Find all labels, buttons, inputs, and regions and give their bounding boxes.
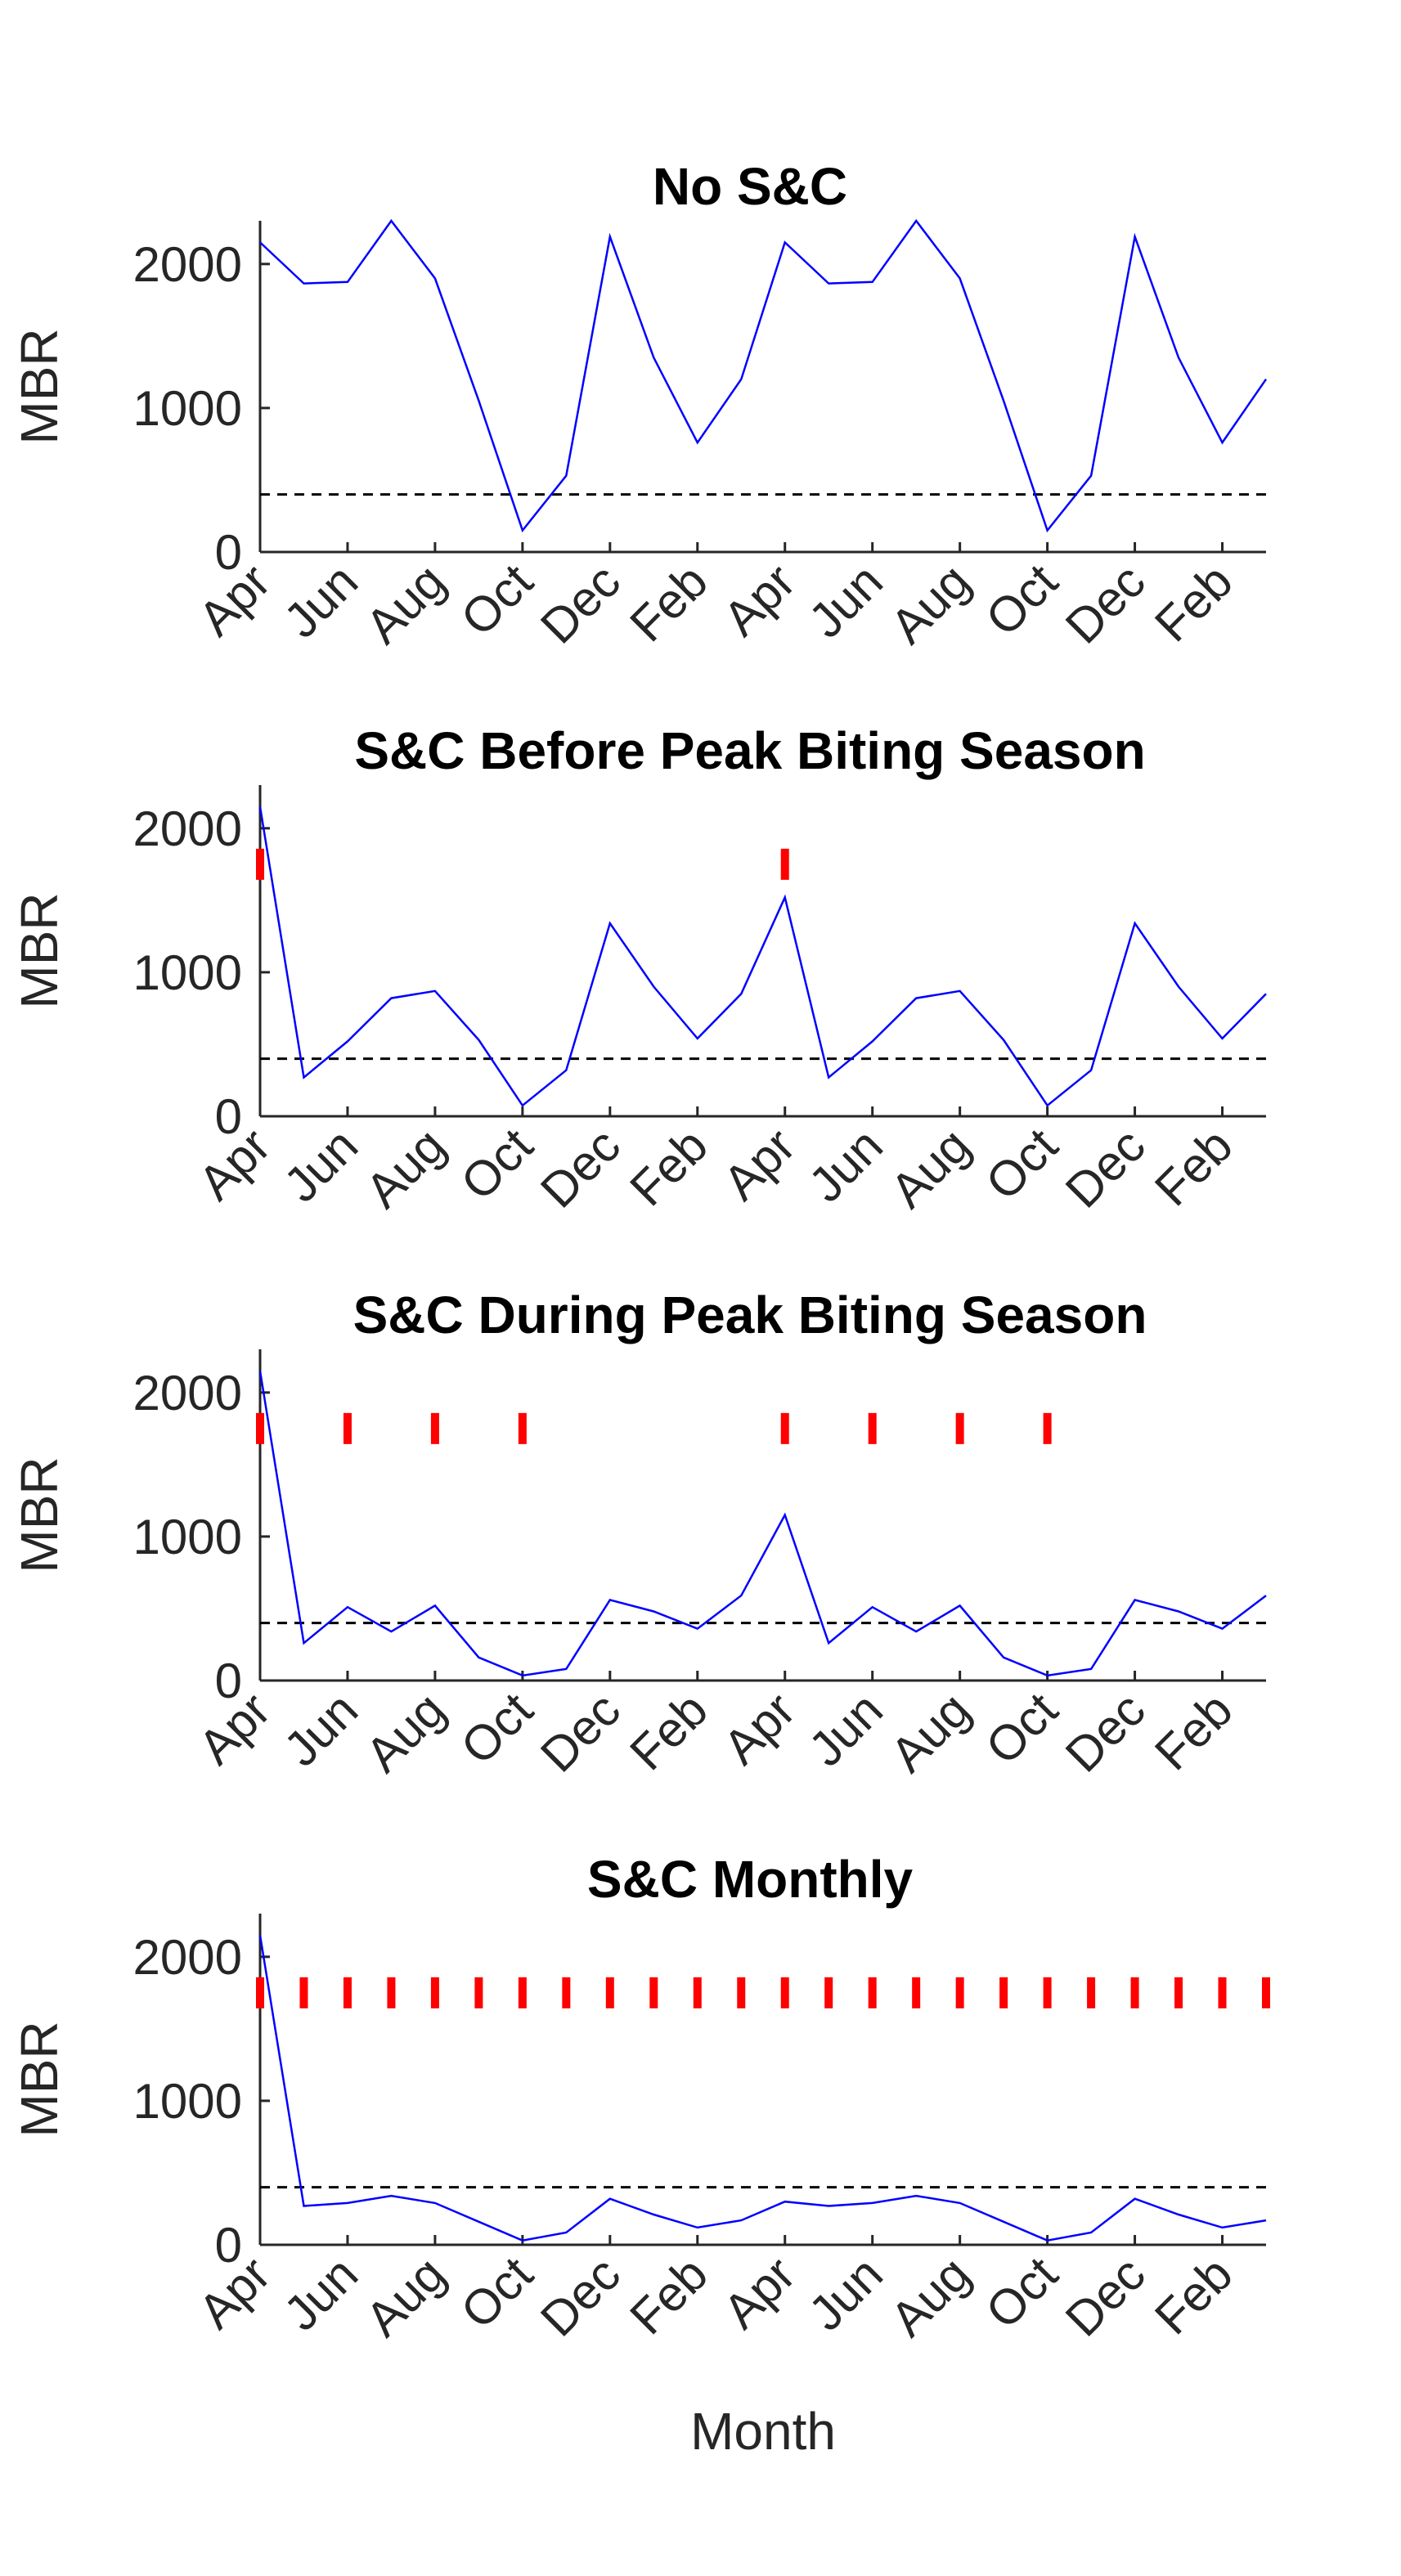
intervention-marker <box>605 1977 614 2008</box>
panel-title: S&C During Peak Biting Season <box>353 1286 1147 1344</box>
intervention-marker <box>518 1412 527 1444</box>
y-tick-label: 2000 <box>133 1930 242 1985</box>
intervention-marker <box>1043 1977 1052 2008</box>
y-tick-label: 2000 <box>133 237 242 292</box>
intervention-marker <box>1174 1977 1183 2008</box>
y-axis-label: MBR <box>10 892 69 1008</box>
panel-title: S&C Before Peak Biting Season <box>354 721 1145 780</box>
series-line <box>258 1935 1267 2242</box>
intervention-marker <box>868 1977 877 2008</box>
intervention-marker <box>256 1412 264 1444</box>
series-line <box>259 218 1268 533</box>
intervention-marker <box>693 1977 702 2008</box>
intervention-marker <box>1218 1977 1227 2008</box>
panel-title: S&C Monthly <box>587 1850 914 1909</box>
intervention-marker <box>1261 1977 1270 2008</box>
intervention-marker <box>780 1412 789 1444</box>
intervention-marker <box>912 1977 921 2008</box>
y-tick-label: 0 <box>215 2218 242 2273</box>
y-tick-label: 1000 <box>133 381 242 436</box>
intervention-marker <box>474 1977 483 2008</box>
intervention-marker <box>562 1977 571 2008</box>
y-axis-label: MBR <box>10 1456 69 1573</box>
intervention-marker <box>1087 1977 1096 2008</box>
y-tick-label: 1000 <box>133 1510 242 1564</box>
intervention-marker <box>518 1977 527 2008</box>
series-line <box>258 806 1267 1107</box>
intervention-marker <box>955 1977 964 2008</box>
intervention-marker <box>824 1977 833 2008</box>
y-tick-label: 1000 <box>133 945 242 1000</box>
y-axis-label: MBR <box>10 328 69 444</box>
intervention-marker <box>256 848 264 880</box>
y-tick-label: 0 <box>215 1654 242 1708</box>
series-line <box>258 1371 1267 1677</box>
intervention-marker <box>999 1977 1008 2008</box>
intervention-marker <box>1043 1412 1052 1444</box>
intervention-marker <box>430 1977 439 2008</box>
intervention-marker <box>780 848 789 880</box>
intervention-marker <box>780 1977 789 2008</box>
intervention-marker <box>430 1412 439 1444</box>
y-tick-label: 2000 <box>133 1366 242 1420</box>
intervention-marker <box>343 1412 352 1444</box>
intervention-marker <box>1130 1977 1139 2008</box>
y-tick-label: 1000 <box>133 2074 242 2129</box>
intervention-marker <box>343 1977 352 2008</box>
intervention-marker <box>868 1412 877 1444</box>
intervention-marker <box>737 1977 746 2008</box>
y-tick-label: 0 <box>215 525 242 580</box>
y-tick-label: 0 <box>215 1089 242 1144</box>
intervention-marker <box>256 1977 264 2008</box>
x-axis-label: Month <box>690 2402 836 2461</box>
y-axis-label: MBR <box>10 2021 69 2137</box>
intervention-marker <box>649 1977 658 2008</box>
y-tick-label: 2000 <box>133 801 242 856</box>
intervention-marker <box>955 1412 964 1444</box>
panel-title: No S&C <box>653 157 847 216</box>
intervention-marker <box>387 1977 396 2008</box>
intervention-marker <box>299 1977 308 2008</box>
